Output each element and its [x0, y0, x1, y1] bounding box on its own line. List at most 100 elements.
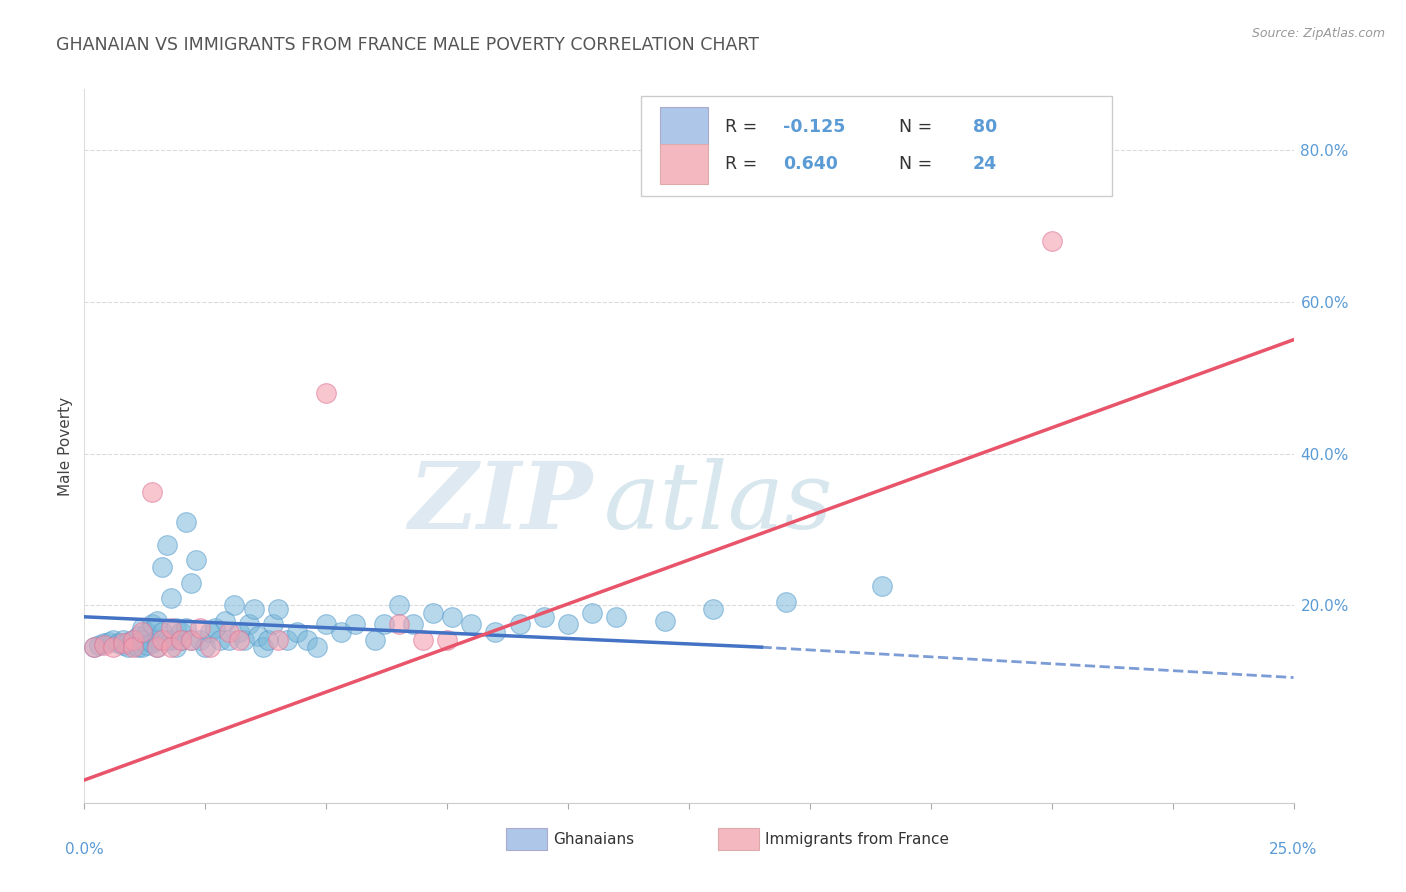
Point — [141, 636, 163, 650]
Point — [150, 625, 173, 640]
Text: 0.640: 0.640 — [783, 155, 838, 173]
FancyBboxPatch shape — [506, 829, 547, 850]
Point — [170, 632, 193, 647]
Text: Source: ZipAtlas.com: Source: ZipAtlas.com — [1251, 27, 1385, 40]
Point — [174, 515, 197, 529]
Point — [402, 617, 425, 632]
Point — [131, 625, 153, 640]
Point — [257, 632, 280, 647]
Point — [121, 638, 143, 652]
Point — [155, 538, 177, 552]
FancyBboxPatch shape — [718, 829, 759, 850]
Point — [112, 638, 135, 652]
Point — [247, 629, 270, 643]
Point — [127, 640, 149, 655]
Text: ZIP: ZIP — [408, 458, 592, 548]
Point — [87, 638, 110, 652]
Text: R =: R = — [725, 118, 763, 136]
Point — [112, 632, 135, 647]
Point — [238, 617, 260, 632]
Point — [117, 635, 139, 649]
Point — [373, 617, 395, 632]
Point — [160, 632, 183, 647]
FancyBboxPatch shape — [641, 96, 1112, 196]
Point — [190, 632, 212, 647]
Point — [305, 640, 328, 655]
Point — [121, 640, 143, 655]
Point — [208, 632, 231, 647]
Point — [242, 602, 264, 616]
Point — [228, 625, 250, 640]
FancyBboxPatch shape — [659, 107, 709, 147]
Point — [83, 640, 105, 655]
Point — [150, 632, 173, 647]
Point — [155, 632, 177, 647]
Text: N =: N = — [889, 155, 938, 173]
Point — [581, 606, 603, 620]
Point — [190, 621, 212, 635]
Point — [509, 617, 531, 632]
Point — [180, 575, 202, 590]
Point — [198, 625, 221, 640]
Point — [654, 614, 676, 628]
Point — [93, 638, 115, 652]
Point — [276, 632, 298, 647]
Point — [136, 625, 159, 640]
Point — [412, 632, 434, 647]
Point — [103, 640, 125, 655]
Point — [252, 640, 274, 655]
Point — [112, 636, 135, 650]
Point — [107, 636, 129, 650]
Point — [103, 632, 125, 647]
Point — [165, 621, 187, 635]
Point — [422, 606, 444, 620]
Point — [363, 632, 385, 647]
Point — [295, 632, 318, 647]
Point — [605, 609, 627, 624]
Point — [557, 617, 579, 632]
Point — [121, 632, 143, 647]
Point — [262, 617, 284, 632]
Point — [160, 640, 183, 655]
Text: 80: 80 — [973, 118, 997, 136]
Point — [146, 640, 169, 655]
Point — [233, 632, 256, 647]
Point — [141, 617, 163, 632]
Point — [388, 617, 411, 632]
Point — [440, 609, 463, 624]
Point — [285, 625, 308, 640]
Text: -0.125: -0.125 — [783, 118, 845, 136]
Point — [127, 629, 149, 643]
Point — [146, 632, 169, 647]
Text: Ghanaians: Ghanaians — [554, 831, 634, 847]
Point — [136, 638, 159, 652]
Point — [165, 640, 187, 655]
Point — [174, 621, 197, 635]
Point — [315, 617, 337, 632]
Point — [170, 632, 193, 647]
Text: Immigrants from France: Immigrants from France — [765, 831, 949, 847]
Point — [121, 632, 143, 647]
Point — [198, 640, 221, 655]
Point — [146, 614, 169, 628]
Text: N =: N = — [889, 118, 938, 136]
Point — [141, 484, 163, 499]
Text: GHANAIAN VS IMMIGRANTS FROM FRANCE MALE POVERTY CORRELATION CHART: GHANAIAN VS IMMIGRANTS FROM FRANCE MALE … — [56, 36, 759, 54]
Point — [184, 553, 207, 567]
Point — [1040, 234, 1063, 248]
Point — [533, 609, 555, 624]
Point — [194, 640, 217, 655]
Point — [344, 617, 367, 632]
FancyBboxPatch shape — [659, 144, 709, 185]
Point — [436, 632, 458, 647]
Text: 24: 24 — [973, 155, 997, 173]
Point — [214, 614, 236, 628]
Point — [160, 591, 183, 605]
Point — [218, 632, 240, 647]
Point — [131, 640, 153, 655]
Point — [872, 579, 894, 593]
Y-axis label: Male Poverty: Male Poverty — [58, 396, 73, 496]
Point — [180, 632, 202, 647]
Point — [329, 625, 352, 640]
Point — [170, 625, 193, 640]
